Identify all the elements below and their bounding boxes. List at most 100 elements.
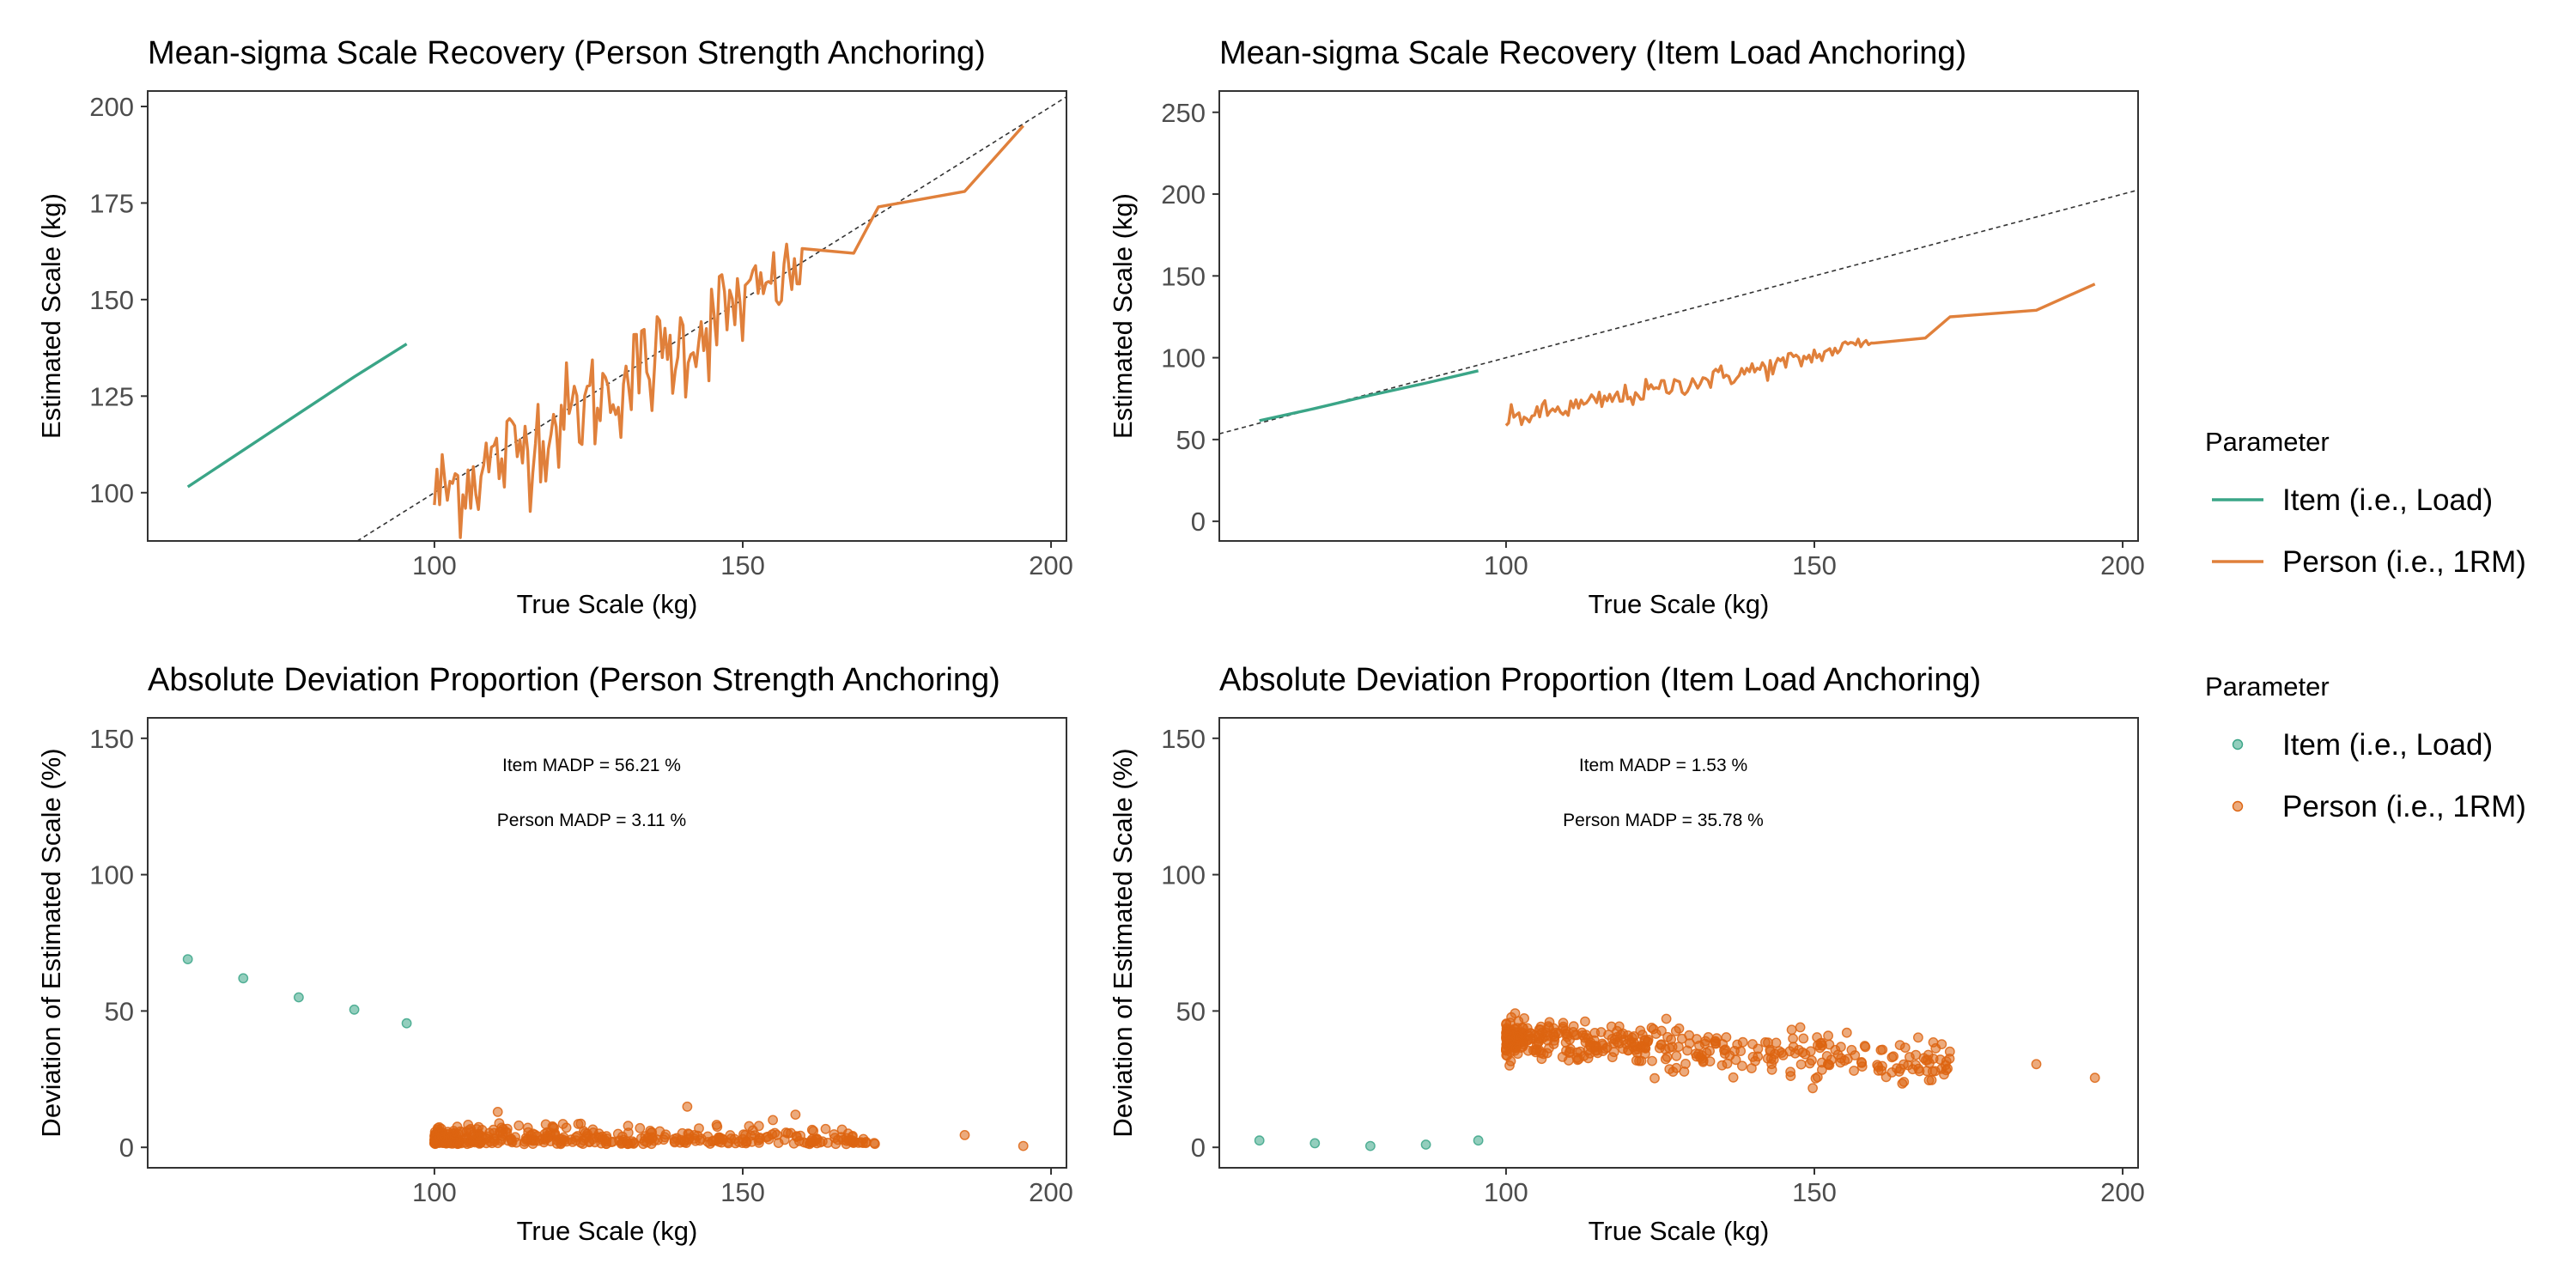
data-point-person <box>1562 1029 1573 1040</box>
data-point-person <box>2031 1059 2042 1070</box>
panel-border <box>1218 717 2139 1169</box>
data-point-person <box>1636 1055 1647 1066</box>
data-point-person <box>1589 1040 1599 1051</box>
data-point-person <box>820 1123 831 1134</box>
data-point-person <box>1846 1044 1857 1055</box>
data-point-person <box>1579 1032 1590 1043</box>
data-point-person <box>472 1132 483 1143</box>
data-point-person <box>1534 1036 1545 1048</box>
data-point-item <box>401 1018 412 1029</box>
data-point-item <box>238 973 249 984</box>
panel-border <box>147 90 1067 542</box>
data-point-person <box>2089 1072 2100 1084</box>
data-point-person <box>1695 1052 1705 1063</box>
data-point-person <box>1551 1027 1561 1038</box>
data-point-person <box>612 1128 623 1139</box>
data-point-person <box>1926 1075 1937 1085</box>
y-tick-label: 200 <box>1161 179 1206 210</box>
data-point-person <box>1737 1036 1748 1048</box>
data-point-person <box>623 1127 634 1139</box>
data-point-person <box>1921 1066 1932 1077</box>
data-point-person <box>1888 1051 1899 1062</box>
chart-panel-1: Mean-sigma Scale Recovery (Person Streng… <box>36 35 1073 619</box>
data-point-person <box>711 1120 722 1130</box>
data-point-person <box>550 1128 561 1139</box>
madp-annotation: Item MADP = 1.53 % <box>1579 756 1747 775</box>
data-point-person <box>1892 1063 1902 1074</box>
x-tick-label: 150 <box>720 1177 765 1207</box>
data-point-person <box>1788 1033 1799 1044</box>
data-point-person <box>1899 1042 1911 1054</box>
x-tick-label: 100 <box>1484 1177 1528 1207</box>
plot-area <box>186 96 1066 541</box>
data-point-person <box>847 1132 858 1142</box>
data-point-person <box>1667 1042 1678 1053</box>
data-point-person <box>1788 1042 1799 1053</box>
data-point-item <box>349 1004 360 1015</box>
data-point-person <box>744 1121 755 1132</box>
data-point-person <box>1608 1047 1619 1058</box>
data-point-person <box>1807 1055 1817 1066</box>
data-point-person <box>1618 1043 1629 1054</box>
x-tick-label: 100 <box>1484 550 1528 580</box>
y-tick-label: 250 <box>1161 98 1206 128</box>
y-tick-label: 150 <box>89 724 134 754</box>
data-point-person <box>1704 1056 1716 1067</box>
data-point-person <box>1903 1060 1914 1071</box>
data-point-person <box>545 1136 556 1147</box>
data-point-person <box>1912 1032 1923 1043</box>
data-point-person <box>1662 1052 1673 1062</box>
data-point-person <box>1721 1032 1732 1042</box>
data-point-person <box>1798 1033 1809 1044</box>
series-line-item <box>1259 369 1479 422</box>
legend-entry: Person (i.e., 1RM) <box>2282 790 2526 823</box>
data-point-person <box>1649 1072 1660 1084</box>
data-point-person <box>1018 1140 1029 1151</box>
data-point-person <box>629 1137 640 1148</box>
data-point-person <box>1662 1031 1674 1042</box>
y-tick-label: 100 <box>1161 343 1206 374</box>
data-point-person <box>643 1133 654 1144</box>
y-tick-label: 50 <box>1176 425 1206 455</box>
data-point-person <box>683 1129 695 1139</box>
legend-key-point <box>2232 800 2244 812</box>
x-axis-label: True Scale (kg) <box>517 1216 698 1246</box>
data-point-item <box>1473 1135 1484 1146</box>
data-point-person <box>1728 1072 1739 1083</box>
y-tick-label: 50 <box>1176 996 1206 1026</box>
data-point-person <box>1537 1027 1548 1038</box>
x-tick-label: 100 <box>412 550 457 580</box>
plot-area <box>1254 1008 2100 1151</box>
data-point-person <box>1786 1024 1797 1036</box>
data-point-person <box>1639 1042 1650 1054</box>
x-tick-label: 150 <box>1792 550 1837 580</box>
data-point-person <box>1875 1045 1886 1055</box>
data-point-person <box>1860 1042 1871 1053</box>
data-point-person <box>1930 1042 1941 1054</box>
data-point-person <box>1770 1048 1780 1060</box>
legend-key-point <box>2232 738 2244 750</box>
data-point-person <box>1722 1058 1733 1069</box>
legend-title: Parameter <box>2205 671 2330 702</box>
madp-annotation: Item MADP = 56.21 % <box>502 756 681 775</box>
legend-title: Parameter <box>2205 427 2330 457</box>
data-point-person <box>1631 1048 1643 1059</box>
data-point-person <box>575 1118 586 1129</box>
data-point-person <box>1504 1060 1515 1071</box>
data-point-person <box>790 1109 801 1121</box>
data-point-person <box>1795 1022 1806 1033</box>
data-point-person <box>453 1139 464 1149</box>
data-point-person <box>1504 1028 1515 1039</box>
data-point-person <box>1735 1046 1747 1057</box>
data-point-person <box>682 1101 693 1112</box>
x-tick-label: 200 <box>2100 550 2145 580</box>
x-tick-label: 200 <box>2100 1177 2145 1207</box>
data-point-person <box>1664 1064 1675 1075</box>
plot-area <box>1219 189 2138 434</box>
data-point-person <box>1523 1030 1534 1042</box>
series-line-person <box>1504 283 2096 427</box>
data-point-person <box>1571 1030 1583 1041</box>
data-point-person <box>1613 1021 1625 1032</box>
data-point-person <box>1505 1018 1516 1028</box>
data-point-person <box>533 1135 544 1146</box>
